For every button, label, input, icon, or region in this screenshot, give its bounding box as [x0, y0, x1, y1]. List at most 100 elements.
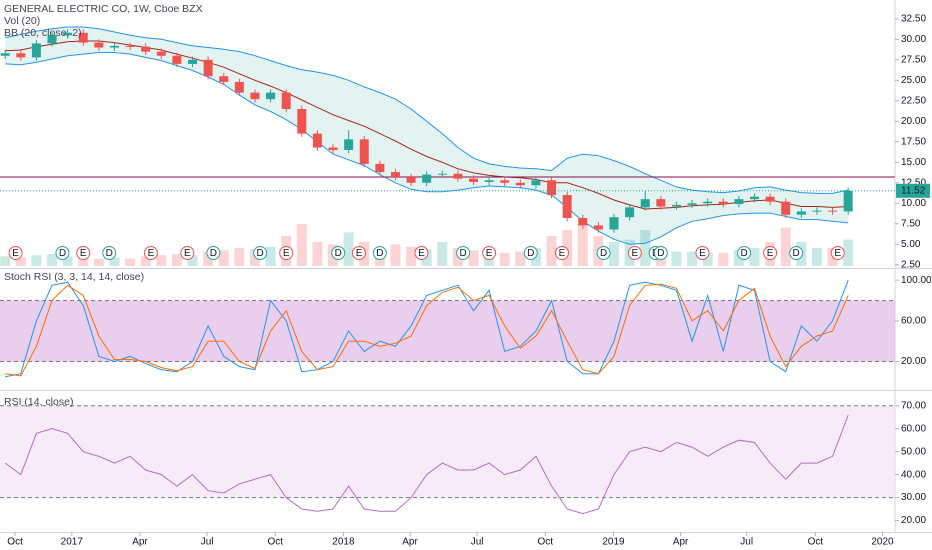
x-tick-label: 2018	[332, 537, 355, 548]
x-tick-label: Oct	[808, 537, 824, 548]
y-tick-label: 70.00	[901, 400, 926, 411]
candle-body	[281, 92, 291, 110]
volume-bar	[125, 258, 136, 266]
volume-bar	[47, 254, 58, 266]
x-tick-label: Jul	[201, 537, 214, 548]
volume-bar	[156, 255, 167, 266]
volume-bar	[811, 248, 822, 266]
candle-body	[16, 53, 26, 58]
event-label: E	[767, 248, 774, 259]
event-label: E	[356, 248, 363, 259]
candle-body	[765, 196, 775, 202]
indicator-label: BB (20, close, 2)	[4, 27, 82, 39]
indicator-line	[5, 283, 849, 377]
x-tick-label: Oct	[538, 537, 554, 548]
y-tick-label: 27.50	[901, 54, 926, 65]
volume-bar	[609, 242, 620, 266]
candle-body	[359, 139, 369, 164]
candle-body	[188, 59, 198, 64]
volume-bar	[390, 244, 401, 266]
y-tick-label: 5.00	[901, 239, 921, 250]
candle-body	[515, 182, 525, 186]
event-marker	[627, 246, 642, 260]
volume-bar	[437, 242, 448, 266]
bb-fill	[5, 27, 849, 245]
candle-body	[422, 174, 432, 183]
volume-bar	[0, 256, 11, 266]
event-label: D	[335, 248, 342, 259]
candle-body	[266, 92, 276, 100]
volume-bar	[62, 256, 73, 266]
candle-body	[63, 32, 73, 36]
x-tick-label: Apr	[132, 537, 148, 548]
candle-body	[843, 190, 853, 212]
y-tick-label: 10.00	[901, 198, 926, 209]
candle-body	[297, 109, 307, 134]
candle-body	[781, 201, 791, 215]
event-label: D	[740, 248, 747, 259]
candle-body	[203, 59, 213, 77]
event-marker	[331, 246, 346, 260]
y-tick-label: 50.00	[901, 446, 926, 457]
x-tick-label: 2019	[602, 537, 625, 548]
candle-body	[94, 42, 104, 48]
volume-bar	[468, 250, 479, 266]
volume-bar	[312, 242, 323, 266]
y-tick-label: 60.00	[901, 423, 926, 434]
candle-body	[109, 45, 119, 48]
candle-body	[687, 203, 697, 205]
volume-bar	[406, 246, 417, 266]
x-tick-label: Oct	[7, 537, 23, 548]
volume-bar	[109, 257, 120, 266]
candle-body	[344, 139, 354, 150]
bb-upper	[5, 26, 849, 194]
event-label: E	[148, 248, 155, 259]
event-marker	[372, 246, 387, 260]
candle-body	[671, 204, 681, 207]
event-marker	[143, 246, 158, 260]
volume-bar	[78, 257, 89, 266]
candle-body	[609, 217, 619, 230]
event-label: D	[527, 248, 534, 259]
event-marker	[414, 246, 429, 260]
y-tick-label: 20.00	[901, 116, 926, 127]
event-label: D	[657, 248, 664, 259]
event-label: E	[834, 248, 841, 259]
candle-body	[0, 53, 10, 56]
candle-body	[312, 133, 322, 148]
event-label: E	[12, 248, 19, 259]
volume-bar	[687, 251, 698, 266]
x-tick-label: Apr	[673, 537, 689, 548]
x-tick-label: Apr	[402, 537, 418, 548]
event-marker	[695, 246, 710, 260]
y-tick-label: 20.00	[901, 356, 926, 367]
volume-bar	[265, 246, 276, 266]
plot-layer: 32.50 30.00 27.50 25.00 22.50 20.00 17.50 15.00…	[0, 13, 932, 548]
candle-body	[172, 55, 182, 64]
x-tick-label: Oct	[267, 537, 283, 548]
candle-body	[625, 207, 635, 218]
candle-body	[390, 172, 400, 178]
volume-bar	[140, 256, 151, 266]
event-label: E	[559, 248, 566, 259]
x-tick-label: Jul	[471, 537, 484, 548]
event-marker	[763, 246, 778, 260]
candle-body	[219, 76, 229, 82]
volume-bar	[515, 251, 526, 266]
y-tick-label: 2.50	[901, 259, 921, 270]
stoch-title: Stoch RSI (3, 3, 14, 14, close)	[4, 271, 144, 283]
event-label: E	[80, 248, 87, 259]
y-tick-label: 20.00	[901, 515, 926, 526]
event-label: D	[59, 248, 66, 259]
candle-body	[484, 180, 494, 182]
y-tick-label: 30.00	[901, 492, 926, 503]
candle-body	[31, 43, 41, 58]
candle-body	[328, 147, 338, 150]
candle-body	[703, 201, 713, 204]
event-marker	[206, 246, 221, 260]
volume-bar	[31, 255, 42, 266]
volume-bar	[93, 258, 104, 266]
indicator-line	[5, 280, 849, 378]
volume-bar	[733, 250, 744, 266]
